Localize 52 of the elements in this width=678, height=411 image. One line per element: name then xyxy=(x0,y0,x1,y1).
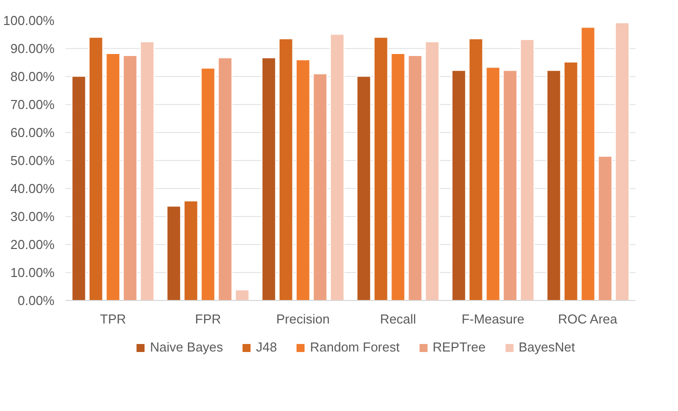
y-tick-label: 0.00% xyxy=(18,293,55,308)
bar xyxy=(486,66,500,300)
x-tick-label: ROC Area xyxy=(558,312,618,326)
bar xyxy=(564,61,578,300)
legend-label: J48 xyxy=(256,340,277,354)
bar xyxy=(218,57,232,300)
y-tick-label: 20.00% xyxy=(10,237,55,252)
bar xyxy=(330,34,345,300)
bar xyxy=(296,59,310,300)
bar xyxy=(451,70,466,300)
y-tick-label: 70.00% xyxy=(10,97,55,112)
y-tick-label: 80.00% xyxy=(10,69,55,84)
y-tick-label: 100.00% xyxy=(3,13,55,28)
bar xyxy=(502,70,518,300)
y-tick-label: 40.00% xyxy=(10,181,55,196)
bar xyxy=(356,76,372,300)
bar xyxy=(424,41,440,300)
y-tick-label: 60.00% xyxy=(10,125,55,140)
bar xyxy=(598,156,612,300)
bar xyxy=(312,73,328,300)
bar xyxy=(614,22,630,300)
bar xyxy=(408,55,422,300)
bar xyxy=(374,36,388,300)
y-tick-label: 50.00% xyxy=(10,153,55,168)
bar xyxy=(71,76,86,300)
legend-label: REPTree xyxy=(432,340,486,354)
bar xyxy=(140,41,155,300)
legend-label: Random Forest xyxy=(310,340,400,354)
bar xyxy=(184,200,198,300)
bar xyxy=(390,53,406,300)
legend-label: Naive Bayes xyxy=(150,340,224,354)
y-tick-label: 90.00% xyxy=(10,41,55,56)
bar xyxy=(278,38,294,300)
bar xyxy=(200,68,216,300)
x-tick-label: Precision xyxy=(276,312,330,326)
x-tick-label: TPR xyxy=(100,312,126,326)
bar xyxy=(520,39,535,300)
bar xyxy=(234,289,250,300)
bar xyxy=(88,36,104,300)
bar xyxy=(261,57,276,300)
y-tick-label: 30.00% xyxy=(10,209,55,224)
x-tick-label: Recall xyxy=(380,312,416,326)
bar xyxy=(546,70,562,300)
bar xyxy=(580,26,596,300)
bar xyxy=(122,55,138,300)
bar xyxy=(166,206,182,300)
x-tick-label: F-Measure xyxy=(462,312,524,326)
bar xyxy=(106,53,120,300)
legend-label: BayesNet xyxy=(518,340,575,354)
y-tick-label: 10.00% xyxy=(10,265,55,280)
bar xyxy=(468,38,484,300)
x-tick-label: FPR xyxy=(195,312,221,326)
